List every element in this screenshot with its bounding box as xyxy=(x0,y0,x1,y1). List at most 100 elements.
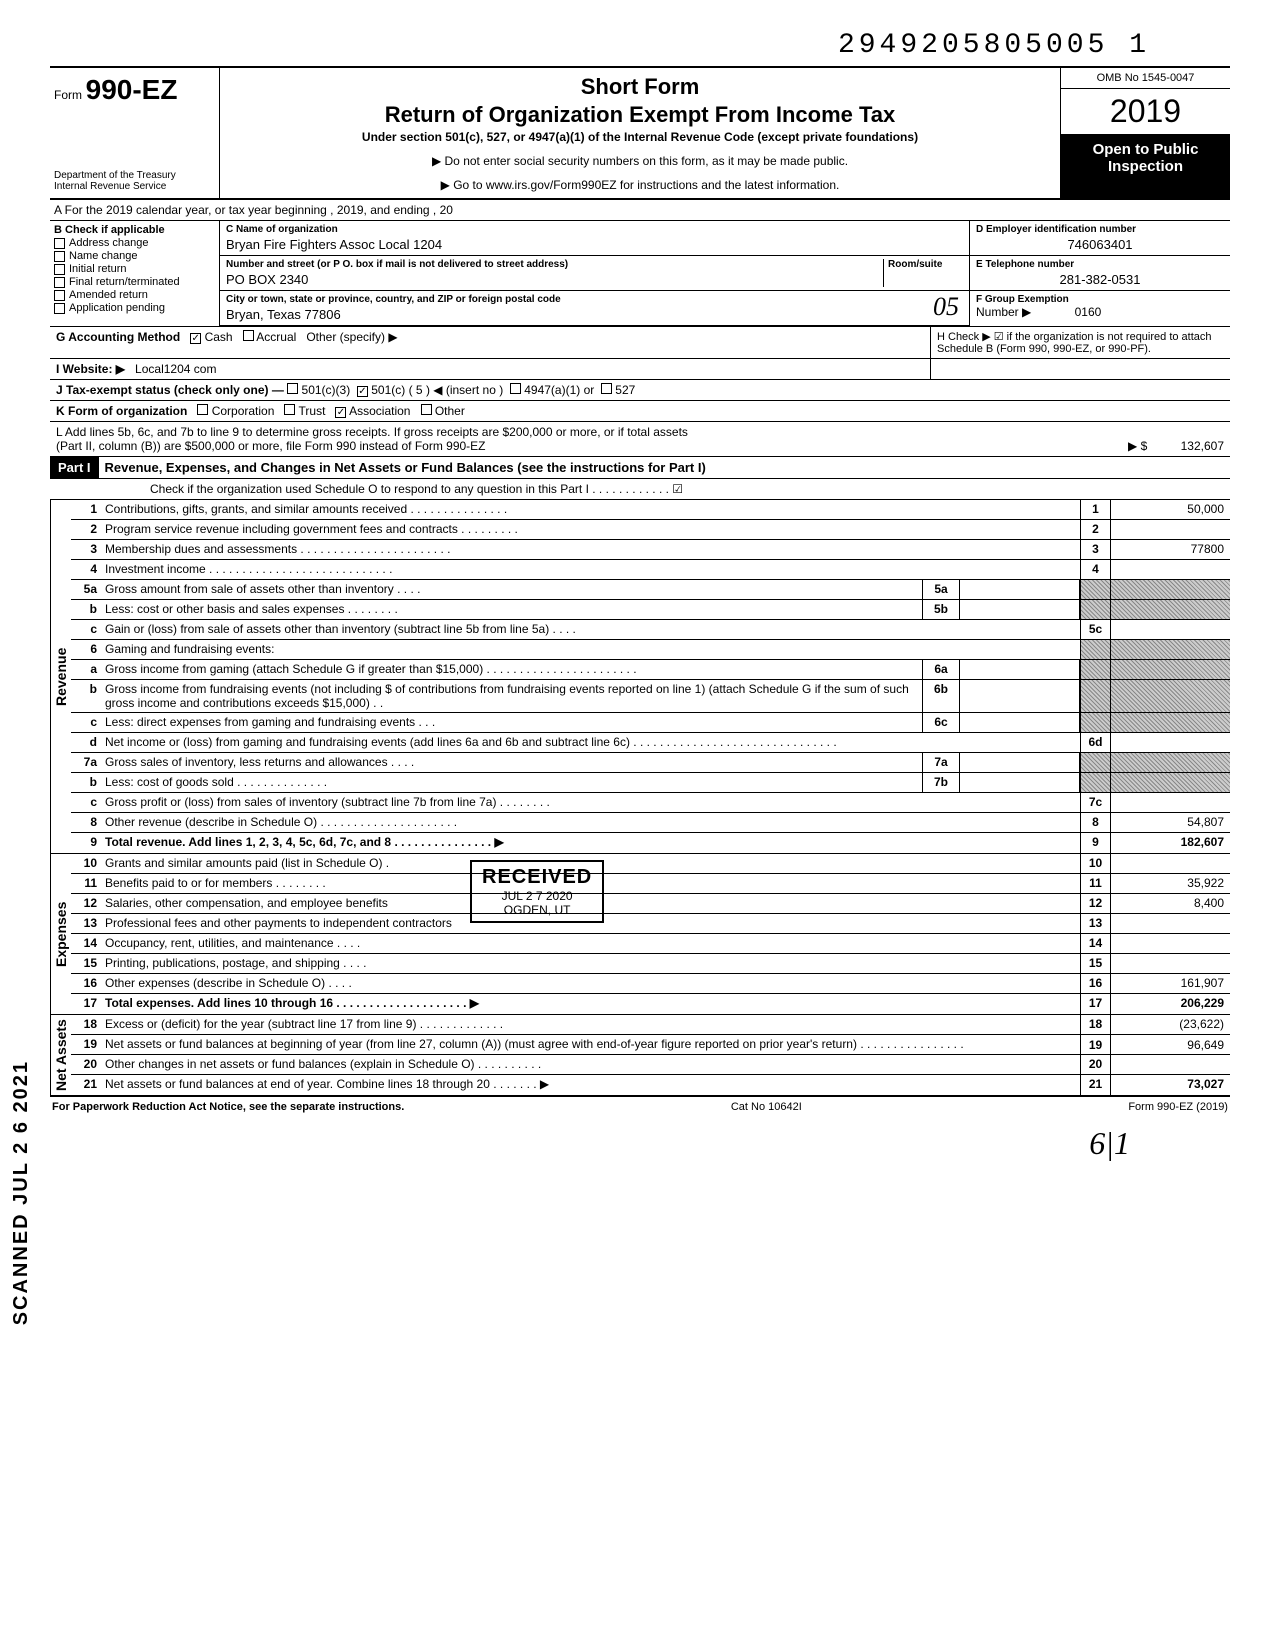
tax-year: 2019 xyxy=(1061,89,1230,135)
city-label: City or town, state or province, country… xyxy=(226,294,963,305)
ln6c-mn: 6c xyxy=(922,713,960,732)
part1-check: Check if the organization used Schedule … xyxy=(50,479,1230,500)
ln6a-rn xyxy=(1080,660,1110,679)
addr-label: Number and street (or P O. box if mail i… xyxy=(226,259,883,270)
ln2-rn: 2 xyxy=(1080,520,1110,539)
cb-corp[interactable] xyxy=(197,404,208,415)
ln16-text: Other expenses (describe in Schedule O) … xyxy=(101,974,1080,993)
ln9-text: Total revenue. Add lines 1, 2, 3, 4, 5c,… xyxy=(101,833,1080,853)
ln6a-mv xyxy=(960,660,1080,679)
ln7c-rv xyxy=(1110,793,1230,812)
ln1-rn: 1 xyxy=(1080,500,1110,519)
ln5b-text: Less: cost or other basis and sales expe… xyxy=(101,600,922,619)
form-header: Form 990-EZ Department of the Treasury I… xyxy=(50,66,1230,200)
ln5a-mn: 5a xyxy=(922,580,960,599)
section-a: A For the 2019 calendar year, or tax yea… xyxy=(50,200,1230,221)
ln3-rv: 77800 xyxy=(1110,540,1230,559)
lbl-501c3: 501(c)(3) xyxy=(302,383,351,397)
ln20-num: 20 xyxy=(71,1055,101,1074)
org-name: Bryan Fire Fighters Assoc Local 1204 xyxy=(226,235,963,252)
j-label: J Tax-exempt status (check only one) — xyxy=(56,383,284,397)
cb-4947[interactable] xyxy=(510,383,521,394)
ln5a-rn xyxy=(1080,580,1110,599)
ln3-text: Membership dues and assessments . . . . … xyxy=(101,540,1080,559)
l-text1: L Add lines 5b, 6c, and 7b to line 9 to … xyxy=(56,425,1044,439)
ln5c-rn: 5c xyxy=(1080,620,1110,639)
ln14-num: 14 xyxy=(71,934,101,953)
lbl-501c: 501(c) ( xyxy=(371,383,412,397)
ein-label: D Employer identification number xyxy=(976,224,1224,235)
cb-other-org[interactable] xyxy=(421,404,432,415)
ln5b-mn: 5b xyxy=(922,600,960,619)
l-text2: (Part II, column (B)) are $500,000 or mo… xyxy=(56,439,1044,453)
section-b-title: B Check if applicable xyxy=(54,224,215,236)
expenses-side-label: Expenses xyxy=(50,854,71,1014)
ln6-rn xyxy=(1080,640,1110,659)
ln5c-text: Gain or (loss) from sale of assets other… xyxy=(101,620,1080,639)
ein-value: 746063401 xyxy=(976,235,1224,252)
lbl-app-pending: Application pending xyxy=(69,302,165,314)
ln21-num: 21 xyxy=(71,1075,101,1095)
l-value: 132,607 xyxy=(1181,439,1224,453)
lbl-accrual: Accrual xyxy=(256,330,296,344)
scanned-stamp: SCANNED JUL 2 6 2021 xyxy=(10,1060,33,1325)
cb-final-return[interactable] xyxy=(54,277,65,288)
ln5b-rv xyxy=(1110,600,1230,619)
ln7a-mn: 7a xyxy=(922,753,960,772)
ln18-num: 18 xyxy=(71,1015,101,1034)
row-gh: G Accounting Method Cash Accrual Other (… xyxy=(50,327,1230,359)
cb-501c[interactable] xyxy=(357,386,368,397)
ln21-rv: 73,027 xyxy=(1110,1075,1230,1095)
cb-app-pending[interactable] xyxy=(54,303,65,314)
ln7a-num: 7a xyxy=(71,753,101,772)
ln5a-mv xyxy=(960,580,1080,599)
ln7b-text: Less: cost of goods sold . . . . . . . .… xyxy=(101,773,922,792)
ln11-rv: 35,922 xyxy=(1110,874,1230,893)
row-j: J Tax-exempt status (check only one) — 5… xyxy=(50,380,1230,401)
ln8-rn: 8 xyxy=(1080,813,1110,832)
ln6a-mn: 6a xyxy=(922,660,960,679)
cb-accrual[interactable] xyxy=(243,330,254,341)
cb-address-change[interactable] xyxy=(54,238,65,249)
ln11-rn: 11 xyxy=(1080,874,1110,893)
j-insert: 5 xyxy=(416,383,423,397)
row-l: L Add lines 5b, 6c, and 7b to line 9 to … xyxy=(50,422,1230,457)
ln15-text: Printing, publications, postage, and shi… xyxy=(101,954,1080,973)
ln13-num: 13 xyxy=(71,914,101,933)
cb-527[interactable] xyxy=(601,383,612,394)
ln19-num: 19 xyxy=(71,1035,101,1054)
ln6-num: 6 xyxy=(71,640,101,659)
section-b: B Check if applicable Address change Nam… xyxy=(50,221,220,326)
ln17-num: 17 xyxy=(71,994,101,1014)
ln4-rv xyxy=(1110,560,1230,579)
lbl-501c-b: ) ◀ (insert no ) xyxy=(426,383,503,397)
row-k: K Form of organization Corporation Trust… xyxy=(50,401,1230,422)
received-loc: OGDEN, UT xyxy=(482,903,592,917)
ln6c-mv xyxy=(960,713,1080,732)
ln7a-text: Gross sales of inventory, less returns a… xyxy=(101,753,922,772)
ln16-rv: 161,907 xyxy=(1110,974,1230,993)
cb-initial-return[interactable] xyxy=(54,264,65,275)
cb-501c3[interactable] xyxy=(287,383,298,394)
cb-name-change[interactable] xyxy=(54,251,65,262)
ln7b-num: b xyxy=(71,773,101,792)
document-number: 2949205805005 1 xyxy=(50,30,1230,61)
ln7a-rn xyxy=(1080,753,1110,772)
tel-value: 281-382-0531 xyxy=(976,270,1224,287)
lbl-527: 527 xyxy=(615,383,635,397)
lbl-assoc: Association xyxy=(349,404,410,418)
open-line2: Inspection xyxy=(1063,158,1228,175)
i-label: I Website: ▶ xyxy=(56,362,125,376)
cb-trust[interactable] xyxy=(284,404,295,415)
ln6a-text: Gross income from gaming (attach Schedul… xyxy=(101,660,922,679)
cb-amended[interactable] xyxy=(54,290,65,301)
footer-left: For Paperwork Reduction Act Notice, see … xyxy=(52,1101,404,1113)
ln7c-text: Gross profit or (loss) from sales of inv… xyxy=(101,793,1080,812)
cb-cash[interactable] xyxy=(190,333,201,344)
lbl-trust: Trust xyxy=(299,404,326,418)
ln17-text: Total expenses. Add lines 10 through 16 … xyxy=(101,994,1080,1014)
cb-assoc[interactable] xyxy=(335,407,346,418)
short-form-title: Short Form xyxy=(230,74,1050,100)
ln5c-num: c xyxy=(71,620,101,639)
ln13-rv xyxy=(1110,914,1230,933)
